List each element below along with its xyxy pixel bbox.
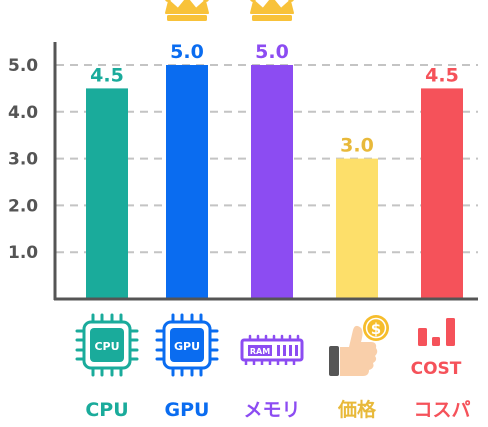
bar: [336, 158, 378, 299]
category-labels: CPU GPU メモリ 価格 コスパ: [85, 398, 470, 421]
y-tick-label: 4.0: [8, 103, 38, 123]
y-tick-label: 3.0: [8, 150, 38, 170]
ram-memory-icon: RAM: [240, 334, 304, 365]
y-tick-labels: 1.0 2.0 3.0 4.0 5.0: [8, 56, 38, 263]
bars: [86, 65, 463, 300]
y-tick-label: 5.0: [8, 56, 38, 76]
cost-bars-icon: COST: [411, 318, 462, 379]
ram-icon-text: RAM: [250, 347, 270, 356]
x-category-label: コスパ: [413, 399, 470, 421]
cost-icon-text: COST: [411, 359, 462, 379]
bar: [421, 88, 463, 300]
x-category-label: GPU: [165, 399, 210, 421]
x-category-label: CPU: [85, 399, 128, 421]
data-label: 5.0: [170, 41, 204, 63]
bar: [251, 65, 293, 299]
value-labels: 4.5 5.0 5.0 3.0 4.5: [90, 41, 459, 157]
data-label: 4.5: [425, 64, 459, 86]
coin-icon-text: $: [371, 320, 381, 338]
cpu-chip-icon: CPU: [75, 313, 139, 377]
bar: [86, 88, 128, 300]
bar: [166, 65, 208, 299]
crowns: [165, 0, 294, 21]
crown-icon: [165, 0, 209, 21]
thumbs-up-coin-icon: $: [329, 315, 389, 376]
crown-icon: [250, 0, 294, 21]
gpu-icon-text: GPU: [174, 340, 200, 353]
y-tick-label: 2.0: [8, 196, 38, 216]
gpu-chip-icon: GPU: [155, 313, 219, 377]
y-tick-label: 1.0: [8, 243, 38, 263]
x-category-label: 価格: [337, 398, 377, 421]
cpu-icon-text: CPU: [94, 340, 119, 353]
x-category-label: メモリ: [243, 399, 300, 421]
data-label: 4.5: [90, 64, 124, 86]
data-label: 3.0: [340, 135, 374, 157]
data-label: 5.0: [255, 41, 289, 63]
